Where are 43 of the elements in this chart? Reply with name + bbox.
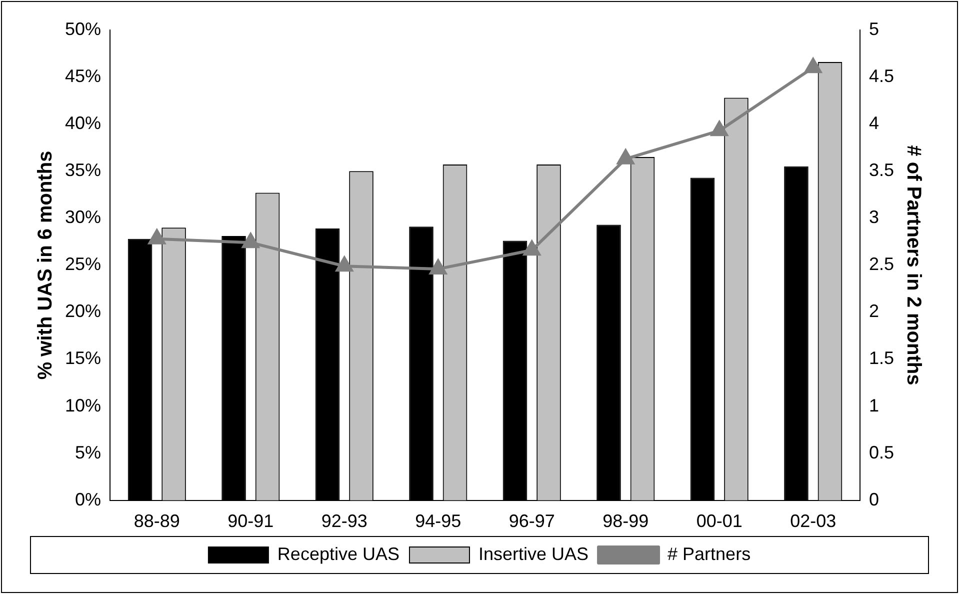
point [336, 256, 353, 272]
y-tick-label: 0% [75, 489, 102, 510]
y-axis-title: % with UAS in 6 months [34, 150, 57, 380]
x-tick-label: 98-99 [602, 511, 649, 532]
y2-tick-label: 0.5 [868, 442, 894, 462]
y-tick-label: 25% [64, 254, 102, 274]
y-tick-label: 35% [64, 160, 102, 180]
y2-tick-label: 1 [868, 395, 879, 416]
point [523, 240, 540, 256]
y-tick-label: 30% [64, 207, 102, 228]
legend-label: Insertive UAS [478, 544, 589, 564]
y2-tick-label: 4.5 [868, 66, 894, 86]
x-tick-label: 92-93 [321, 511, 368, 532]
point [148, 229, 166, 244]
y-tick-label: 15% [64, 348, 102, 368]
y2-tick-label: 0 [868, 489, 879, 510]
y2-tick-label: 2.5 [868, 254, 894, 274]
y-tick-label: 10% [64, 395, 102, 416]
x-tick-label: 90-91 [228, 511, 274, 532]
y-tick-label: 45% [64, 66, 102, 86]
x-tick-label: 88-89 [134, 511, 180, 532]
x-tick-label: 94-95 [415, 511, 462, 532]
y2-tick-label: 1.5 [868, 348, 894, 368]
y-tick-label: 40% [64, 113, 102, 134]
legend-label: Receptive UAS [277, 544, 400, 564]
y-tick-label: 20% [64, 301, 102, 322]
y2-axis-title: # of Partners in 2 months [902, 145, 924, 386]
y-tick-label: 50% [64, 18, 102, 39]
x-tick-label: 00-01 [696, 511, 742, 532]
point [617, 149, 634, 164]
point [242, 233, 260, 248]
y2-tick-label: 3 [868, 207, 879, 228]
x-tick-label: 96-97 [508, 511, 555, 532]
y2-tick-label: 2 [868, 301, 879, 322]
legend-label: # Partners [668, 544, 751, 564]
y2-tick-label: 3.5 [868, 160, 894, 180]
y-tick-label: 5% [75, 442, 102, 462]
point [430, 259, 447, 274]
x-tick-label: 02-03 [790, 511, 836, 532]
point [804, 58, 822, 74]
y2-tick-label: 4 [868, 113, 879, 134]
y2-tick-label: 5 [868, 18, 879, 39]
point [710, 121, 728, 136]
